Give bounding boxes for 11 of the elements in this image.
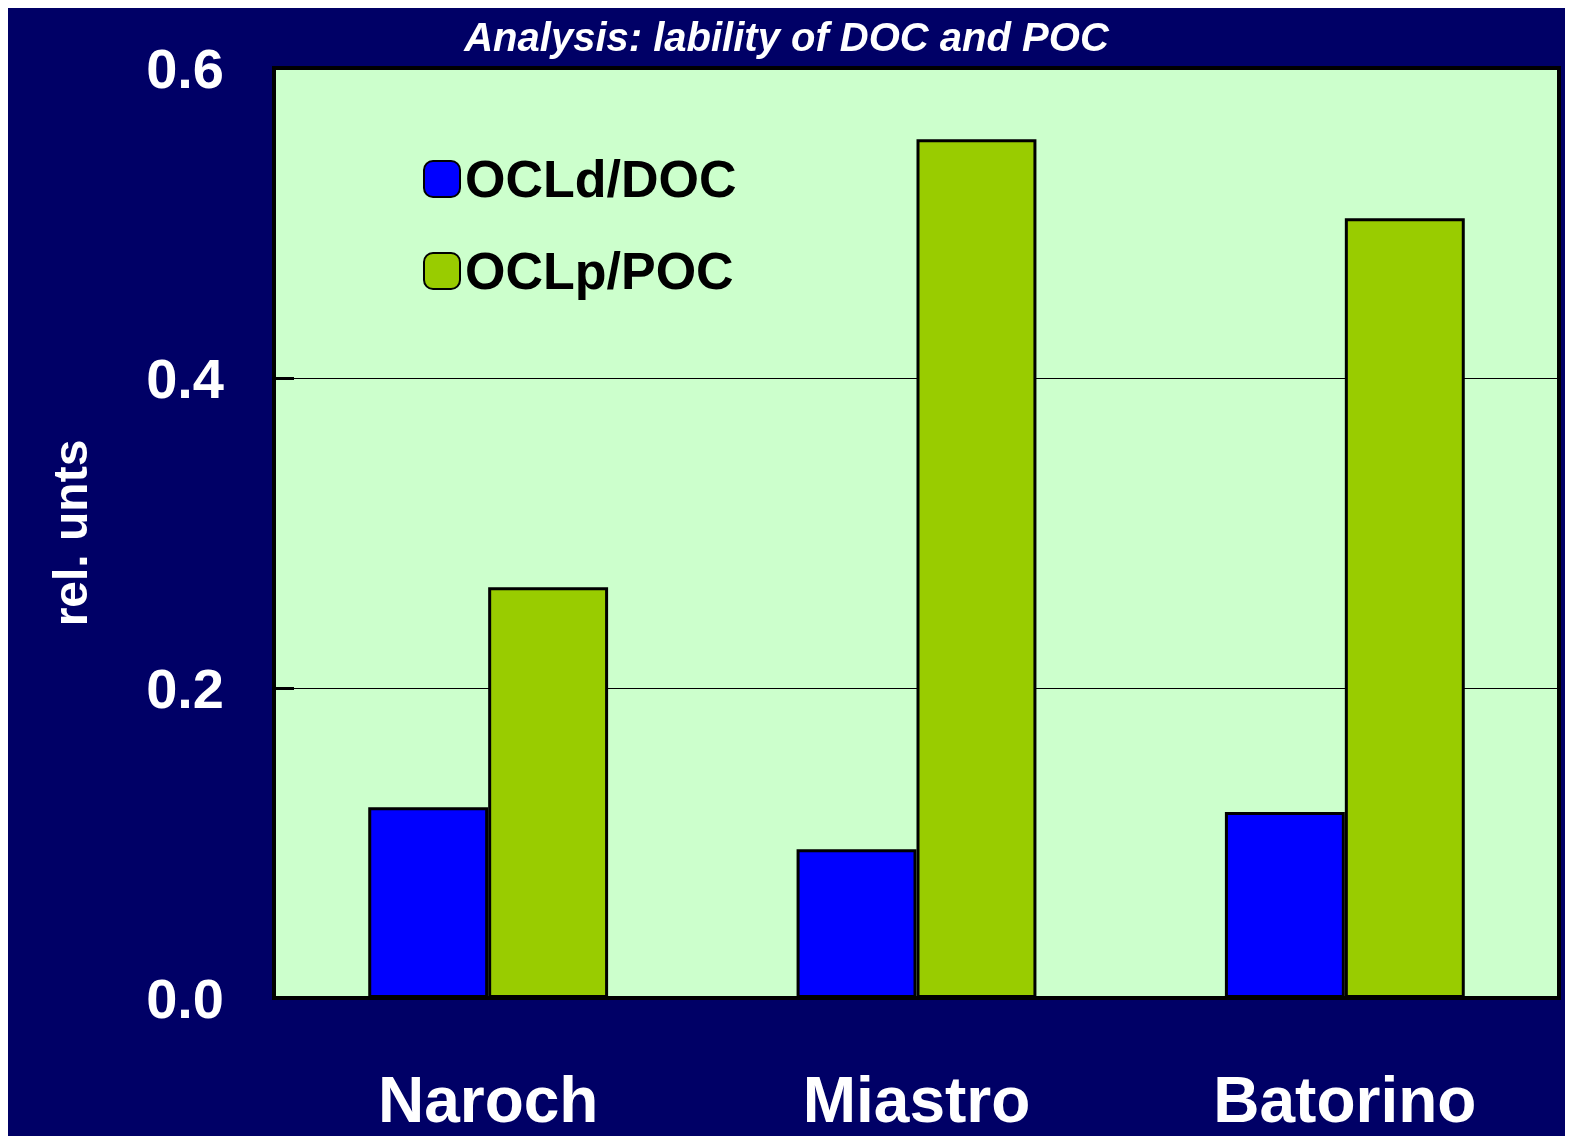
x-tick-label: Naroch bbox=[377, 1064, 599, 1136]
y-axis-title: rel. unts bbox=[43, 439, 97, 627]
x-tick-label: Miastro bbox=[802, 1064, 1031, 1136]
text: 0.0 bbox=[146, 966, 224, 1030]
y-tick-label: 0.6 bbox=[146, 36, 224, 100]
legend-label: OCLd/DOC bbox=[465, 150, 737, 208]
legend-label: OCLp/POC bbox=[465, 242, 734, 300]
x-tick-label: Batorino bbox=[1213, 1064, 1477, 1136]
y-tick-label: 0.2 bbox=[146, 656, 224, 720]
chart-title: Analysis: lability of DOC and POC bbox=[463, 15, 1110, 59]
y-tick-label: 0.4 bbox=[146, 346, 224, 410]
